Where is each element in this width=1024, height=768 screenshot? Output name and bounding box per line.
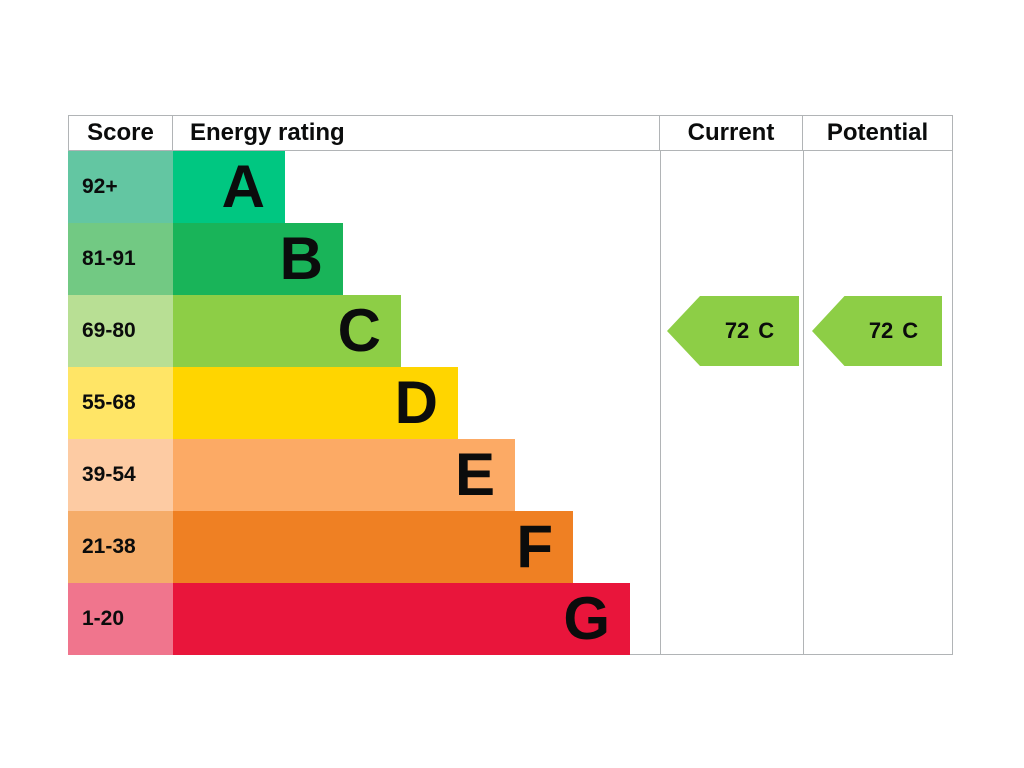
band-letter: C (337, 297, 381, 364)
table-header-row: Score Energy rating Current Potential (68, 115, 953, 151)
band-letter: F (516, 513, 553, 580)
potential-rating-band: C (902, 318, 919, 343)
current-rating-value: 72 (724, 318, 750, 343)
table-body: 92+ A 81-91 B 69-80 C 55-68 (68, 151, 953, 655)
band-row-a: 92+ A (68, 151, 953, 223)
band-letter: B (279, 225, 323, 292)
column-divider-current (660, 151, 661, 654)
band-bar-d: D (173, 367, 458, 439)
table-right-border (952, 151, 953, 654)
score-cell: 1-20 (68, 583, 173, 655)
header-cell-energy-rating: Energy rating (173, 116, 660, 150)
score-cell: 69-80 (68, 295, 173, 367)
band-bar-f: F (173, 511, 573, 583)
epc-table: Score Energy rating Current Potential 92… (68, 115, 953, 655)
header-cell-potential: Potential (803, 116, 953, 150)
band-row-d: 55-68 D (68, 367, 953, 439)
band-row-b: 81-91 B (68, 223, 953, 295)
band-row-c: 69-80 C (68, 295, 953, 367)
band-bar-e: E (173, 439, 515, 511)
column-divider-potential (803, 151, 804, 654)
header-cell-score: Score (68, 116, 173, 150)
band-letter: D (394, 369, 438, 436)
score-cell: 39-54 (68, 439, 173, 511)
band-bar-c: C (173, 295, 401, 367)
band-bar-a: A (173, 151, 285, 223)
band-row-g: 1-20 G (68, 583, 953, 655)
band-bar-g: G (173, 583, 630, 655)
band-letter: G (563, 585, 610, 652)
current-rating-arrow: 72 C (667, 296, 799, 366)
score-cell: 81-91 (68, 223, 173, 295)
band-row-f: 21-38 F (68, 511, 953, 583)
score-cell: 92+ (68, 151, 173, 223)
band-row-e: 39-54 E (68, 439, 953, 511)
score-cell: 21-38 (68, 511, 173, 583)
header-cell-current: Current (660, 116, 803, 150)
band-bar-b: B (173, 223, 343, 295)
current-rating-band: C (758, 318, 775, 343)
potential-rating-value: 72 (868, 318, 894, 343)
score-cell: 55-68 (68, 367, 173, 439)
potential-rating-arrow: 72 C (812, 296, 942, 366)
band-letter: E (454, 441, 495, 508)
band-letter: A (221, 153, 265, 220)
